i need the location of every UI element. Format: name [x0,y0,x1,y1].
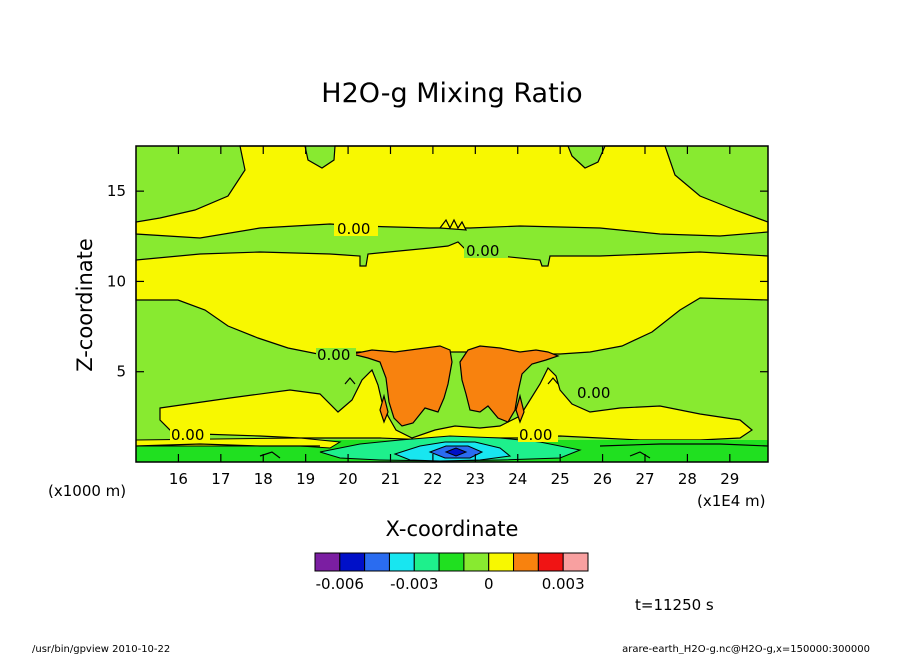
colorbar-swatch [488,552,515,572]
x-tick-label: 29 [720,470,739,488]
colorbar-ticks: -0.006 -0.003 0 0.003 [316,575,585,593]
left-orange-region [351,345,453,427]
y-axis: 15 10 5 [107,182,768,381]
contour-label: 0.00 [577,384,610,402]
lower-yellow-region [159,366,754,441]
right-orange-region [459,345,560,423]
colorbar-tick-label: -0.003 [390,575,438,593]
contour-label: 0.00 [171,426,204,444]
footer-right: arare-earth_H2O-g.nc@H2O-g,x=150000:3000… [622,644,870,654]
colorbar-tick-label: 0.003 [542,575,585,593]
colorbar-swatch [388,552,415,572]
small-orange-right [515,393,525,424]
colorbar-swatch [364,552,390,572]
x-tick-label: 19 [296,470,315,488]
contour-label: 0.00 [466,242,499,260]
small-orange-left [379,393,389,424]
y-tick-label: 10 [107,272,126,290]
contour-label: 0.00 [519,426,552,444]
chart-title: H2O-g Mixing Ratio [321,78,582,109]
surface-darkblue-patch [444,447,468,457]
x-tick-label: 17 [211,470,230,488]
colorbar-swatch [537,552,564,572]
x-tick-label: 28 [678,470,697,488]
x-tick-label: 26 [593,470,612,488]
x-tick-label: 16 [169,470,188,488]
colorbar-tick-label: -0.006 [316,575,364,593]
contour-label: 0.00 [337,220,370,238]
x-axis: 16 17 18 19 20 21 22 23 24 25 26 27 28 29 [169,146,739,488]
x-tick-label: 21 [381,470,400,488]
colorbar-swatch [413,552,440,572]
x-tick-label: 22 [423,470,442,488]
y-unit-label: (x1000 m) [48,482,126,500]
x-tick-label: 27 [635,470,654,488]
y-tick-label: 5 [116,363,126,381]
x-tick-label: 23 [466,470,485,488]
colorbar [314,552,589,572]
x-tick-label: 25 [551,470,570,488]
colorbar-swatch [463,552,490,572]
contour-lines [135,377,769,459]
x-tick-label: 20 [339,470,358,488]
colorbar-tick-label: 0 [484,575,494,593]
footer-left: /usr/bin/gpview 2010-10-22 [32,644,170,654]
x-unit-label: (x1E4 m) [697,492,766,510]
colorbar-swatch [314,552,341,572]
time-label: t=11250 s [635,596,714,614]
colorbar-swatch [339,552,366,572]
spike-top [438,218,468,231]
x-tick-label: 24 [508,470,527,488]
y-tick-label: 15 [107,182,126,200]
plot-area [135,145,769,463]
plot-frame [135,145,769,463]
colorbar-swatch [438,552,465,572]
x-axis-label: X-coordinate [386,517,519,541]
contour-label: 0.00 [317,346,350,364]
contour-label-group: 0.00 0.00 0.00 0.00 0.00 0.00 [170,220,616,444]
x-tick-label: 18 [254,470,273,488]
y-axis-label: Z-coordinate [73,238,97,372]
colorbar-swatch [562,552,589,572]
colorbar-swatch [513,552,539,572]
